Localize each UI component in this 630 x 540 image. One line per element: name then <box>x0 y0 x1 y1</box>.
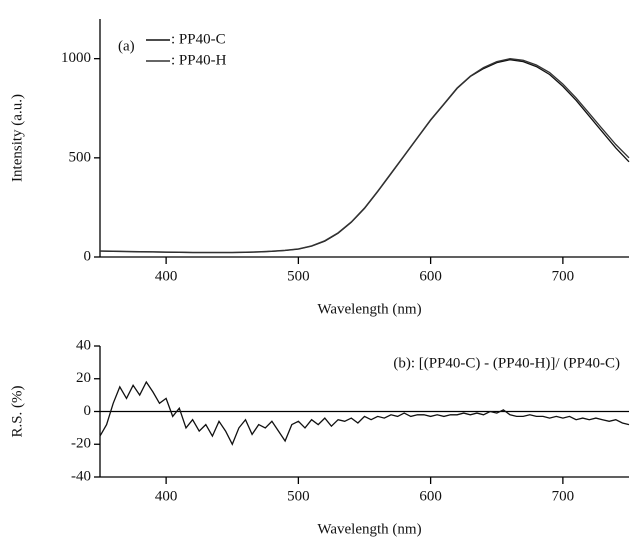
legend-label: : PP40-C <box>171 31 226 47</box>
y-tick-label: 1000 <box>61 50 91 66</box>
x-tick-label: 700 <box>552 488 575 504</box>
legend-label: : PP40-H <box>171 52 227 68</box>
y-tick-label: 500 <box>69 149 92 165</box>
annotation: (a) <box>118 38 135 54</box>
y-tick-label: 0 <box>84 403 92 419</box>
y-tick-label: -40 <box>71 468 91 484</box>
data-line <box>99 380 630 446</box>
annotation: (b): [(PP40-C) - (PP40-H)]/ (PP40-C) <box>393 355 620 371</box>
x-tick-label: 400 <box>155 268 178 284</box>
y-axis-label: R.S. (%) <box>9 385 25 437</box>
x-tick-label: 600 <box>419 488 442 504</box>
y-tick-label: -20 <box>71 436 91 452</box>
y-tick-label: 0 <box>84 248 92 264</box>
data-line <box>99 58 630 254</box>
y-tick-label: 20 <box>76 370 91 386</box>
y-tick-label: 40 <box>76 337 91 353</box>
y-axis-label: Intensity (a.u.) <box>9 94 25 182</box>
x-tick-label: 600 <box>419 268 442 284</box>
x-tick-label: 500 <box>287 268 310 284</box>
x-axis-label: Wavelength (nm) <box>317 521 421 537</box>
x-tick-label: 500 <box>287 488 310 504</box>
x-tick-label: 400 <box>155 488 178 504</box>
data-line <box>99 59 630 254</box>
x-axis-label: Wavelength (nm) <box>317 301 421 317</box>
x-tick-label: 700 <box>552 268 575 284</box>
